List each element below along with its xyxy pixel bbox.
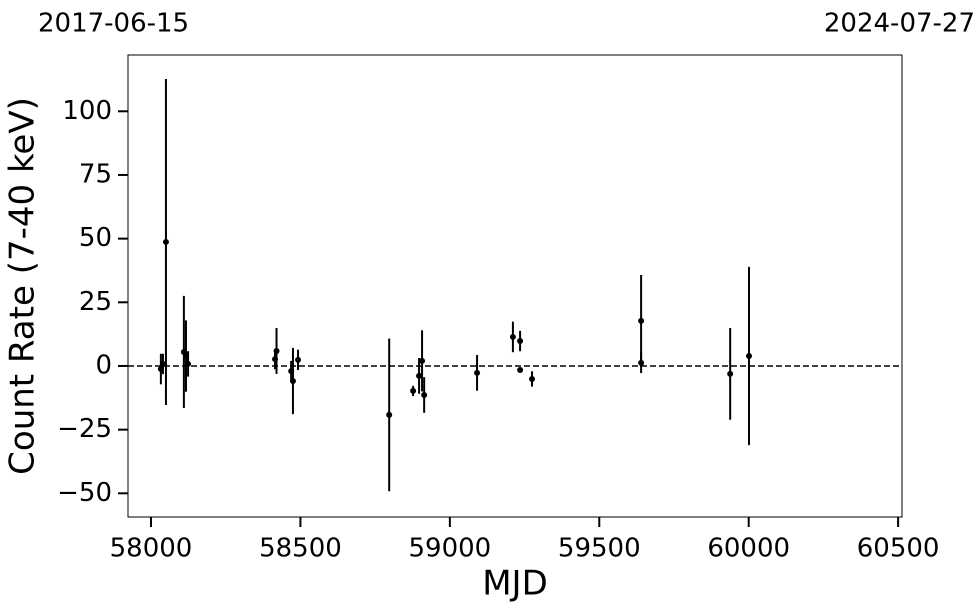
y-tick-label: 25 (79, 287, 112, 317)
x-tick-label: 60500 (857, 534, 940, 564)
data-point (517, 367, 524, 374)
x-tick-label: 60000 (707, 534, 790, 564)
data-point (159, 360, 166, 367)
end-date: 2024-07-27 (824, 9, 975, 39)
y-tick-label: 100 (62, 96, 112, 126)
x-tick-label: 58000 (110, 534, 193, 564)
data-point (638, 359, 645, 366)
data-point (474, 369, 481, 376)
x-axis-label: MJD (482, 564, 548, 604)
plot-frame (127, 54, 903, 518)
data-point (529, 375, 536, 382)
data-point (421, 392, 428, 399)
y-tick-label: 75 (79, 159, 112, 189)
data-point (727, 370, 734, 377)
y-tick-label: −25 (57, 414, 112, 444)
data-point (185, 360, 192, 367)
data-point (416, 372, 423, 379)
data-point (386, 411, 393, 418)
data-point (509, 333, 516, 340)
data-point (289, 377, 296, 384)
data-point (638, 317, 645, 324)
y-axis-label: Count Rate (7-40 keV) (3, 97, 43, 475)
start-date: 2017-06-15 (38, 9, 189, 39)
data-point (517, 338, 524, 345)
x-tick-label: 58500 (259, 534, 342, 564)
y-tick-label: −50 (57, 478, 112, 508)
data-point (410, 387, 417, 394)
data-point (273, 347, 280, 354)
data-point (745, 353, 752, 360)
x-tick-label: 59000 (408, 534, 491, 564)
data-point (419, 357, 426, 364)
data-point (162, 238, 169, 245)
y-tick-label: 50 (79, 223, 112, 253)
y-tick-label: 0 (95, 350, 112, 380)
data-point (295, 356, 302, 363)
x-tick-label: 59500 (558, 534, 641, 564)
